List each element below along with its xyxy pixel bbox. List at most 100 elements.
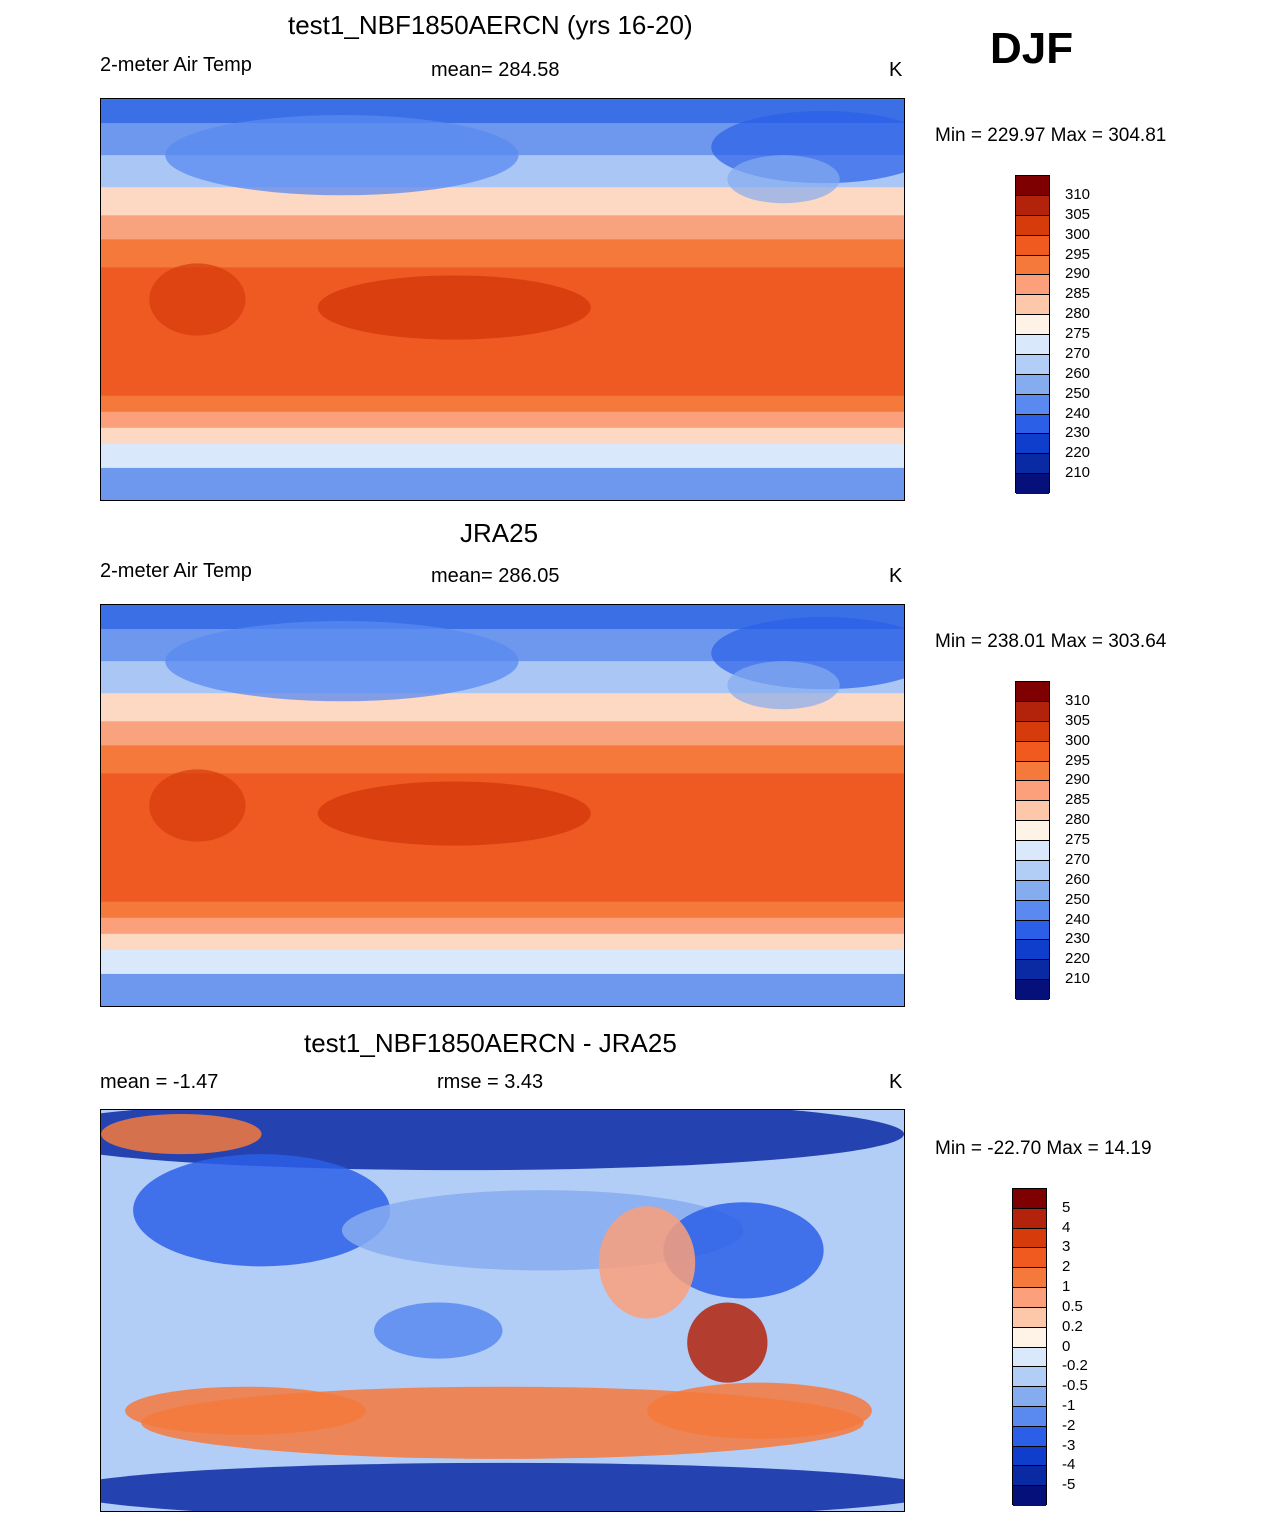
colorbar-tick-label: 240	[1065, 910, 1091, 928]
colorbar-swatch	[1016, 374, 1049, 395]
colorbar-swatch	[1013, 1486, 1046, 1506]
colorbar-swatch	[1013, 1248, 1046, 1269]
colorbar-tick-label: 285	[1065, 791, 1091, 809]
colorbar-tick-label: 295	[1065, 751, 1091, 769]
colorbar-swatch	[1016, 821, 1049, 841]
colorbar-tick-label: -2	[1062, 1416, 1076, 1434]
colorbar-tick-label: 290	[1065, 771, 1091, 789]
colorbar-swatch	[1013, 1466, 1046, 1487]
colorbar-swatch	[1016, 434, 1049, 455]
colorbar-swatch	[1016, 195, 1049, 216]
colorbar-tick-label: 3	[1062, 1238, 1071, 1256]
colorbar-swatch	[1013, 1189, 1046, 1209]
colorbar-swatch	[1016, 960, 1049, 981]
colorbar-swatch	[1016, 682, 1049, 702]
colorbar-tick-label: 270	[1065, 850, 1091, 868]
panel1-minmax-label: Min = 229.97 Max = 304.81	[935, 125, 1167, 146]
panel2-title: JRA25	[460, 518, 539, 548]
colorbar-swatch	[1016, 801, 1049, 822]
colorbar-swatch	[1013, 1327, 1046, 1348]
panel1-variable-label: 2-meter Air Temp	[100, 54, 252, 76]
colorbar-swatch	[1016, 880, 1049, 901]
colorbar-swatch	[1016, 394, 1049, 415]
colorbar-swatch	[1013, 1307, 1046, 1328]
panel3-rmse-label: rmse = 3.43	[437, 1071, 544, 1093]
colorbar-tick-label: 0	[1062, 1337, 1071, 1355]
colorbar-swatch	[1016, 454, 1049, 475]
colorbar-swatch	[1016, 414, 1049, 435]
colorbar-tick-label: 2	[1062, 1258, 1071, 1276]
colorbar-tick-label: 1	[1062, 1278, 1071, 1296]
colorbar-swatch	[1016, 335, 1049, 355]
colorbar-tick-label: 300	[1065, 225, 1091, 243]
colorbar-swatch	[1016, 474, 1049, 494]
map-field	[101, 1110, 904, 1511]
colorbar-tick-label: 280	[1065, 811, 1091, 829]
colorbar-tick-label: 275	[1065, 325, 1091, 342]
map-field	[101, 605, 904, 1006]
colorbar-swatch	[1013, 1347, 1046, 1368]
colorbar-swatch	[1016, 940, 1049, 961]
colorbar-swatch	[1016, 295, 1049, 316]
colorbar-tick-label: 220	[1065, 950, 1091, 968]
panel3-title: test1_NBF1850AERCN - JRA25	[304, 1028, 677, 1058]
colorbar-swatch	[1016, 841, 1049, 861]
colorbar-swatch	[1016, 860, 1049, 881]
panel1-title: test1_NBF1850AERCN (yrs 16-20)	[288, 10, 693, 40]
colorbar-tick-label: 260	[1065, 364, 1091, 382]
colorbar-swatch	[1016, 255, 1049, 276]
panel1-colorbar	[1015, 175, 1050, 494]
panel3-colorbar	[1012, 1188, 1047, 1506]
colorbar-tick-label: 275	[1065, 831, 1091, 848]
colorbar-swatch	[1016, 900, 1049, 921]
colorbar-tick-label: 280	[1065, 305, 1091, 323]
colorbar-swatch	[1016, 315, 1049, 335]
colorbar-swatch	[1013, 1406, 1046, 1427]
colorbar-tick-label: -5	[1062, 1476, 1076, 1494]
colorbar-tick-label: 0.2	[1062, 1317, 1083, 1335]
colorbar-tick-label: 290	[1065, 265, 1091, 283]
panel2-variable-label: 2-meter Air Temp	[100, 560, 252, 582]
colorbar-tick-label: 310	[1065, 185, 1091, 203]
colorbar-swatch	[1013, 1387, 1046, 1407]
colorbar-swatch	[1016, 235, 1049, 256]
colorbar-swatch	[1016, 980, 1049, 1000]
colorbar-tick-label: 300	[1065, 731, 1091, 749]
colorbar-swatch	[1016, 701, 1049, 722]
colorbar-tick-label: 305	[1065, 205, 1091, 223]
colorbar-swatch	[1016, 354, 1049, 375]
colorbar-tick-label: 305	[1065, 711, 1091, 729]
colorbar-swatch	[1016, 781, 1049, 802]
colorbar-swatch	[1013, 1268, 1046, 1289]
colorbar-tick-label: -4	[1062, 1456, 1076, 1474]
panel2-colorbar	[1015, 681, 1050, 1000]
colorbar-tick-label: 210	[1065, 970, 1091, 988]
colorbar-tick-label: 260	[1065, 870, 1091, 888]
colorbar-swatch	[1016, 275, 1049, 296]
panel3-minmax-label: Min = -22.70 Max = 14.19	[935, 1138, 1152, 1159]
panel3-units-label: K	[889, 1071, 903, 1093]
colorbar-tick-label: -1	[1062, 1396, 1076, 1414]
panel1-map	[100, 98, 905, 501]
colorbar-tick-label: 240	[1065, 404, 1091, 422]
season-label: DJF	[990, 24, 1074, 73]
colorbar-tick-label: 210	[1065, 464, 1091, 482]
colorbar-swatch	[1013, 1208, 1046, 1229]
colorbar-tick-label: 5	[1062, 1198, 1071, 1216]
colorbar-tick-label: 310	[1065, 691, 1091, 709]
colorbar-swatch	[1016, 176, 1049, 196]
panel1-mean-label: mean= 284.58	[431, 59, 560, 81]
panel3-map	[100, 1109, 905, 1512]
colorbar-tick-label: 285	[1065, 285, 1091, 303]
colorbar-swatch	[1016, 741, 1049, 762]
colorbar-swatch	[1013, 1288, 1046, 1308]
colorbar-tick-label: 230	[1065, 930, 1091, 948]
panel1-units-label: K	[889, 59, 903, 81]
colorbar-tick-label: 0.5	[1062, 1297, 1083, 1315]
panel2-units-label: K	[889, 565, 903, 587]
panel2-minmax-label: Min = 238.01 Max = 303.64	[935, 631, 1167, 652]
colorbar-swatch	[1016, 920, 1049, 941]
colorbar-tick-label: 250	[1065, 384, 1091, 402]
colorbar-tick-label: 250	[1065, 890, 1091, 908]
panel2-map	[100, 604, 905, 1007]
